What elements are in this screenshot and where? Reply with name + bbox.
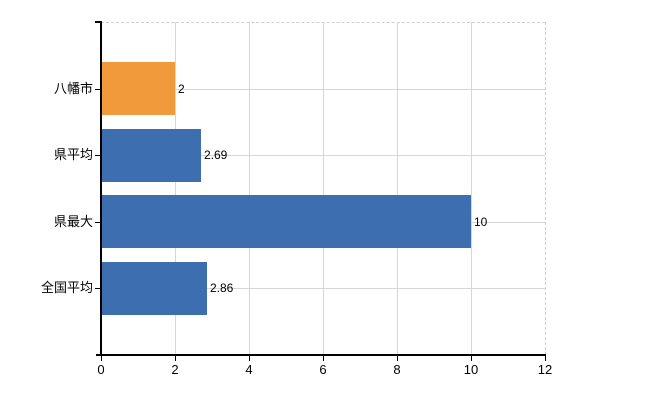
value-label: 2 (178, 82, 185, 96)
gridline-x-6 (323, 22, 324, 355)
x-tick-label: 2 (171, 362, 179, 377)
x-tick (397, 356, 398, 361)
bar (102, 129, 201, 182)
gridline-category-1 (101, 155, 545, 156)
gridline-category-3 (101, 288, 545, 289)
x-tick-label: 4 (245, 362, 253, 377)
gridline-x-4 (249, 22, 250, 355)
gridline-x-12 (545, 22, 546, 355)
x-tick (323, 356, 324, 361)
gridline-category-0 (101, 89, 545, 90)
gridline-x-2 (175, 22, 176, 355)
x-tick (545, 356, 546, 361)
y-tick (95, 288, 101, 289)
gridline-x-8 (397, 22, 398, 355)
y-tick (95, 222, 101, 223)
x-tick (471, 356, 472, 361)
value-label: 2.86 (210, 281, 234, 295)
x-tick-label: 0 (97, 362, 105, 377)
x-tick-label: 6 (319, 362, 327, 377)
bar (102, 62, 175, 115)
y-axis-top-tick (95, 21, 101, 23)
x-tick (249, 356, 250, 361)
value-label: 2.69 (204, 148, 228, 162)
bar (102, 262, 207, 315)
x-tick-label: 12 (537, 362, 553, 377)
bar (102, 195, 471, 248)
category-label: 八幡市 (53, 81, 93, 96)
y-axis-line (100, 21, 102, 356)
x-tick (175, 356, 176, 361)
x-tick (101, 356, 102, 361)
x-tick-label: 10 (463, 362, 479, 377)
x-tick-label: 8 (393, 362, 401, 377)
y-tick (95, 89, 101, 90)
category-label: 県最大 (53, 214, 93, 229)
y-tick (95, 155, 101, 156)
value-label: 10 (474, 215, 488, 229)
category-label: 全国平均 (40, 280, 93, 295)
category-label: 県平均 (53, 147, 93, 162)
x-axis-line (96, 354, 546, 356)
gridline-x-10 (471, 22, 472, 355)
